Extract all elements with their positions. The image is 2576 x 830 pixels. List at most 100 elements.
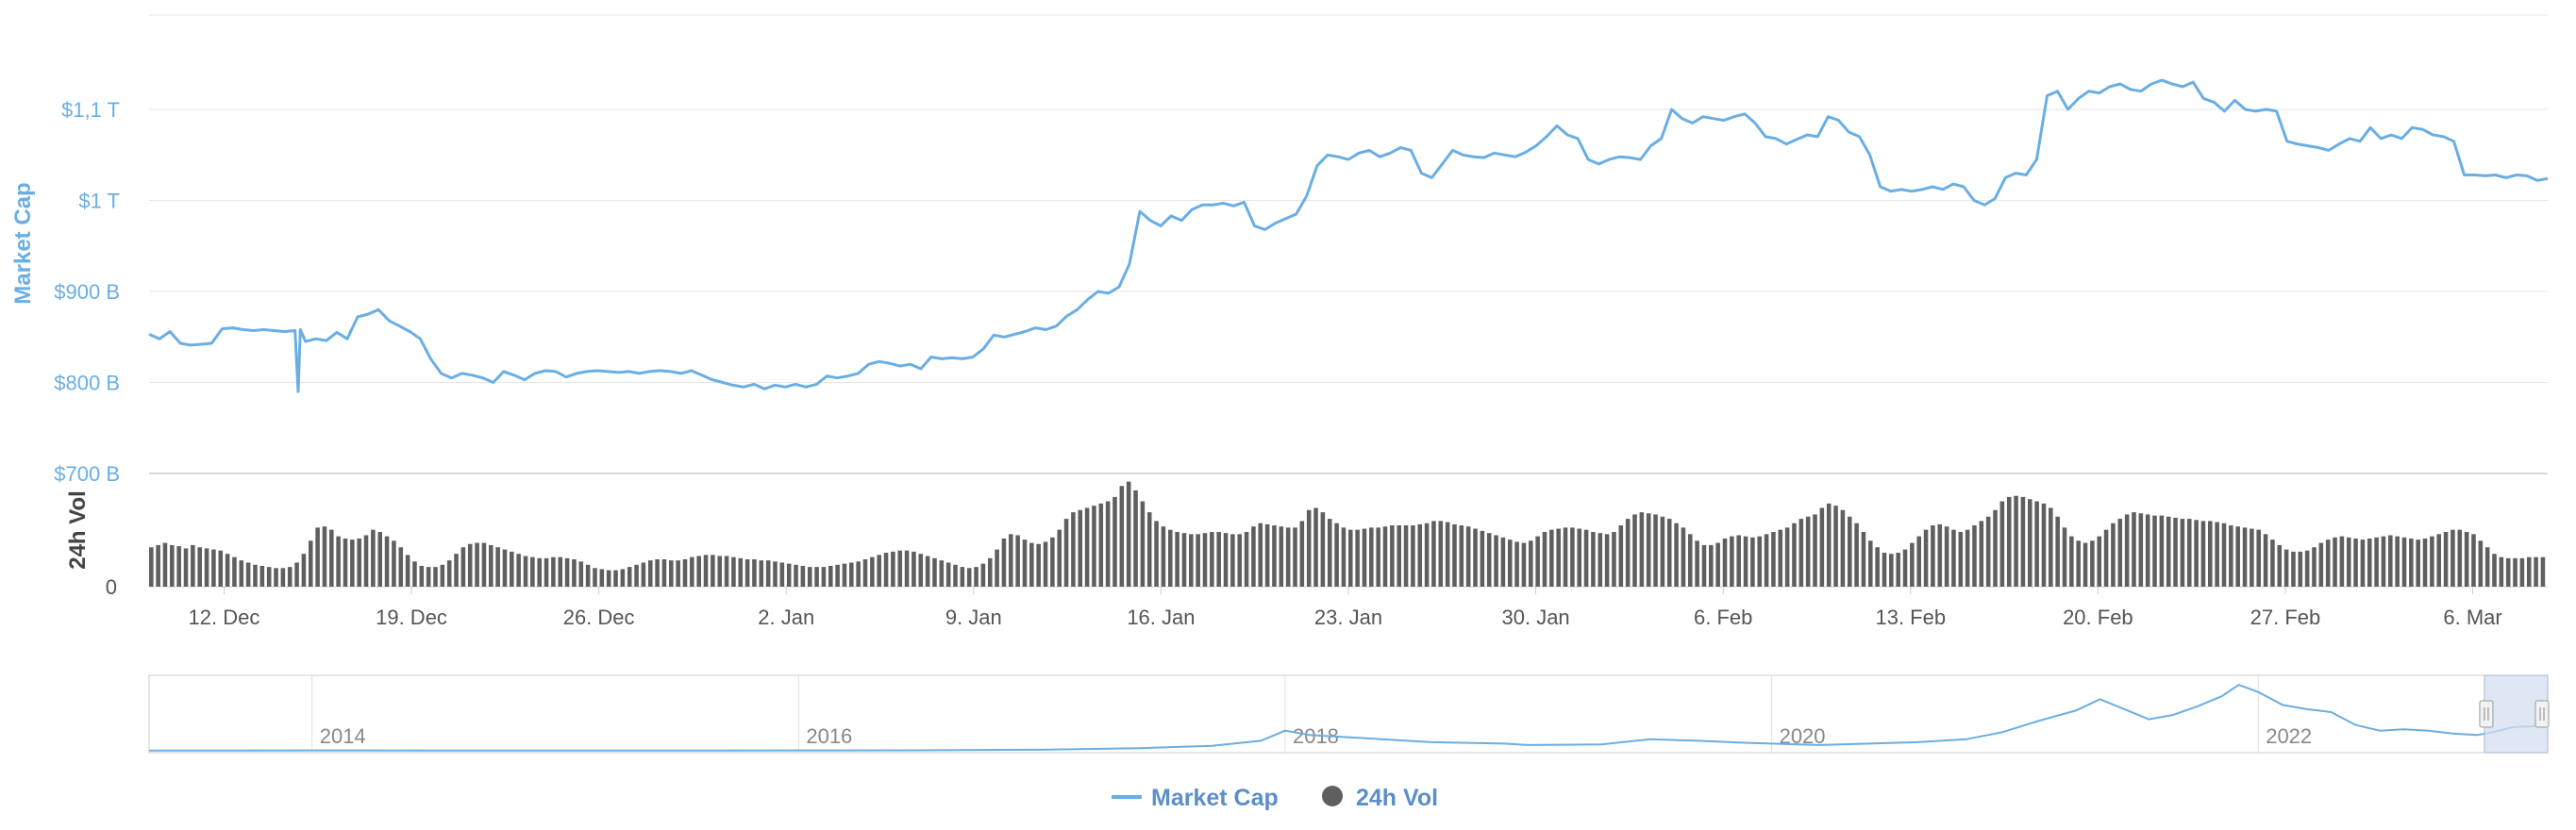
volume-bar — [2312, 547, 2317, 587]
volume-bar — [966, 568, 972, 587]
volume-bar — [1660, 516, 1665, 587]
volume-bar — [1057, 529, 1062, 587]
volume-bar — [371, 529, 376, 587]
volume-bar — [1833, 506, 1838, 587]
volume-bar — [460, 547, 466, 587]
volume-bar — [1237, 534, 1243, 587]
volume-bar — [495, 547, 500, 587]
volume-bar — [1778, 529, 1783, 587]
volume-bar — [1078, 509, 1083, 587]
volume-bar — [2041, 503, 2047, 587]
volume-bar — [918, 554, 924, 587]
volume-bar — [814, 567, 819, 587]
volume-bar — [2173, 517, 2178, 587]
volume-bar — [1015, 535, 1020, 587]
volume-bar — [2409, 538, 2414, 587]
volume-bar — [287, 567, 293, 587]
volume-bar — [488, 544, 493, 587]
volume-bar — [1542, 532, 1547, 587]
volume-bar — [1868, 540, 1873, 587]
volume-bar — [1431, 521, 1436, 587]
volume-bar — [564, 557, 570, 587]
volume-bar — [647, 560, 653, 587]
volume-bar — [2304, 550, 2310, 587]
volume-bar — [669, 560, 674, 587]
volume-bar — [1403, 525, 1409, 587]
volume-bar — [1979, 521, 1984, 587]
volume-bar — [1902, 549, 1908, 587]
volume-bar — [1612, 532, 1616, 587]
volume-bar — [1264, 523, 1270, 587]
navigator-handle-grip[interactable] — [2534, 700, 2550, 728]
volume-bar — [1154, 521, 1159, 587]
volume-bar — [786, 563, 792, 587]
volume-bar — [1320, 512, 1326, 587]
volume-bar — [578, 561, 584, 587]
volume-bar — [897, 550, 903, 587]
volume-bar — [1730, 536, 1734, 587]
volume-bar — [2014, 495, 2018, 587]
legend-item-market-cap[interactable]: Market Cap — [1112, 785, 1279, 811]
volume-bar — [1854, 523, 1859, 587]
volume-bar — [2166, 516, 2171, 587]
volume-bar — [1826, 503, 1832, 587]
volume-bar — [1216, 532, 1221, 587]
volume-bar — [343, 538, 348, 587]
volume-bar — [724, 556, 729, 587]
volume-bar — [1965, 529, 1970, 587]
volume-bar — [1604, 534, 1610, 587]
navigator-handle-left[interactable] — [2479, 700, 2494, 728]
volume-bar — [2360, 540, 2366, 587]
volume-bar — [156, 544, 160, 587]
volume-bar — [1258, 523, 1263, 587]
volume-bar — [2471, 534, 2476, 587]
volume-bar — [475, 542, 479, 587]
volume-bar — [1063, 519, 1069, 587]
volume-bar — [1937, 523, 1943, 587]
volume-bar — [1036, 543, 1041, 587]
volume-bar — [2069, 536, 2074, 587]
volume-bar — [2505, 557, 2511, 587]
range-navigator[interactable]: 2014 2016 2018 2020 2022 — [148, 674, 2550, 754]
navigator-series-line — [148, 683, 2549, 752]
x-tick-label: 26. Dec — [563, 606, 635, 629]
volume-bar — [1105, 501, 1111, 587]
volume-bars — [149, 481, 2546, 587]
volume-bar — [218, 550, 224, 587]
x-tick-label: 2. Jan — [758, 606, 814, 629]
volume-bar — [1771, 532, 1776, 587]
volume-bar — [1244, 532, 1249, 587]
volume-bar — [2298, 551, 2303, 587]
volume-bar — [1369, 527, 1374, 587]
navigator-handle-right[interactable] — [2534, 700, 2550, 728]
volume-bar — [980, 563, 986, 587]
volume-bar — [987, 557, 993, 587]
volume-bar — [1126, 481, 1131, 587]
volume-bar — [1050, 537, 1055, 587]
volume-bar — [245, 562, 251, 587]
volume-bar — [1299, 521, 1305, 587]
volume-bar — [197, 547, 202, 587]
x-tick-label: 30. Jan — [1502, 606, 1570, 629]
volume-bar — [2443, 532, 2449, 587]
volume-bar — [1334, 523, 1339, 587]
volume-bar — [1382, 526, 1388, 587]
volume-bar — [433, 567, 438, 587]
volume-bar — [204, 548, 209, 587]
volume-bar — [1494, 535, 1498, 587]
volume-bar — [481, 542, 487, 587]
volume-bar — [558, 556, 563, 587]
volume-bar — [842, 563, 847, 587]
volume-bar — [1583, 529, 1589, 587]
navigator-handle-grip[interactable] — [2479, 700, 2494, 728]
volume-bar — [1092, 506, 1096, 587]
navigator-frame — [148, 674, 2549, 754]
volume-bar — [2180, 519, 2185, 587]
legend-label-market-cap: Market Cap — [1151, 785, 1279, 811]
volume-bar — [2034, 501, 2039, 587]
legend-item-volume[interactable]: 24h Vol — [1322, 785, 1438, 811]
volume-bar — [1175, 532, 1179, 587]
volume-bar — [912, 551, 916, 587]
x-tick-label: 23. Jan — [1314, 606, 1382, 629]
volume-bar — [1882, 553, 1887, 587]
